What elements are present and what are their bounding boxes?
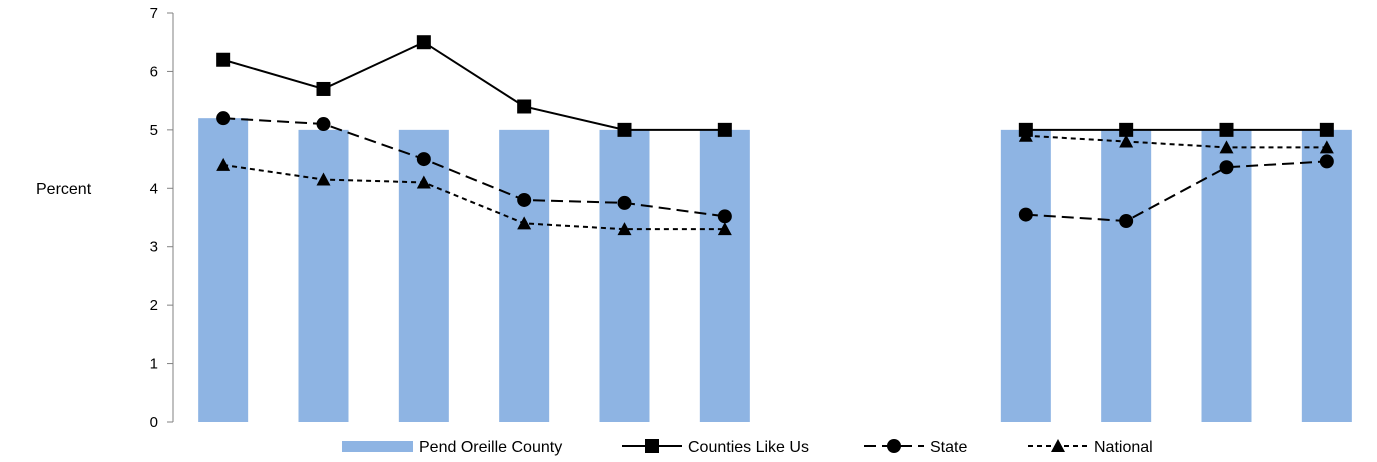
series-line [223,117,725,218]
series-line [223,163,725,231]
y-axis: 0 1 2 3 4 5 6 7 [150,5,174,431]
data-point [216,52,231,67]
legend-marker [645,439,659,453]
data-point [1319,122,1334,137]
legend-label: Pend Oreille County [419,439,562,456]
bar [1301,129,1352,422]
y-tick-label: 4 [150,180,158,197]
bar [1201,129,1252,422]
data-point [517,99,532,114]
y-tick-label: 1 [150,356,158,373]
data-point [416,152,431,167]
bar [1000,129,1051,422]
data-point [717,222,732,236]
legend-marker [887,439,901,453]
data-point [517,216,532,230]
data-point [216,111,231,126]
data-point [717,209,732,224]
series-line [1025,160,1327,223]
data-point [617,122,632,137]
data-point [1219,140,1234,154]
data-point [416,175,431,189]
data-point [416,35,431,50]
data-point [316,81,331,96]
y-tick-label: 5 [150,122,158,139]
data-point [316,117,331,132]
bar [699,129,750,422]
data-point [1219,122,1234,137]
legend-label: State [930,439,967,456]
data-point [1018,207,1033,222]
y-tick-label: 0 [150,414,158,431]
series-line [1025,134,1327,149]
data-point [717,122,732,137]
y-tick-label: 6 [150,63,158,80]
data-point [1219,160,1234,175]
data-point [1119,214,1134,229]
legend-label: Counties Like Us [688,439,809,456]
legend: Pend Oreille County Counties Like Us State… [342,439,1153,456]
legend-swatch [342,441,413,452]
data-point [1319,154,1334,169]
legend-label: National [1094,439,1153,456]
data-point [617,222,632,236]
y-tick-label: 7 [150,5,158,22]
data-point [316,172,331,186]
y-axis-label: Percent [36,181,92,198]
y-tick-label: 3 [150,239,158,256]
data-point [1018,128,1033,142]
plot-area [198,35,1352,423]
data-point [1119,122,1134,137]
data-point [1119,134,1134,148]
bar [1101,129,1152,422]
bar [398,129,449,422]
bar [499,129,550,422]
bar [599,129,650,422]
series-line [222,41,725,131]
data-point [517,192,532,207]
legend-marker [1051,439,1065,452]
data-point [1319,140,1334,154]
y-tick-label: 2 [150,297,158,314]
data-point [216,157,231,171]
data-point [617,195,632,210]
